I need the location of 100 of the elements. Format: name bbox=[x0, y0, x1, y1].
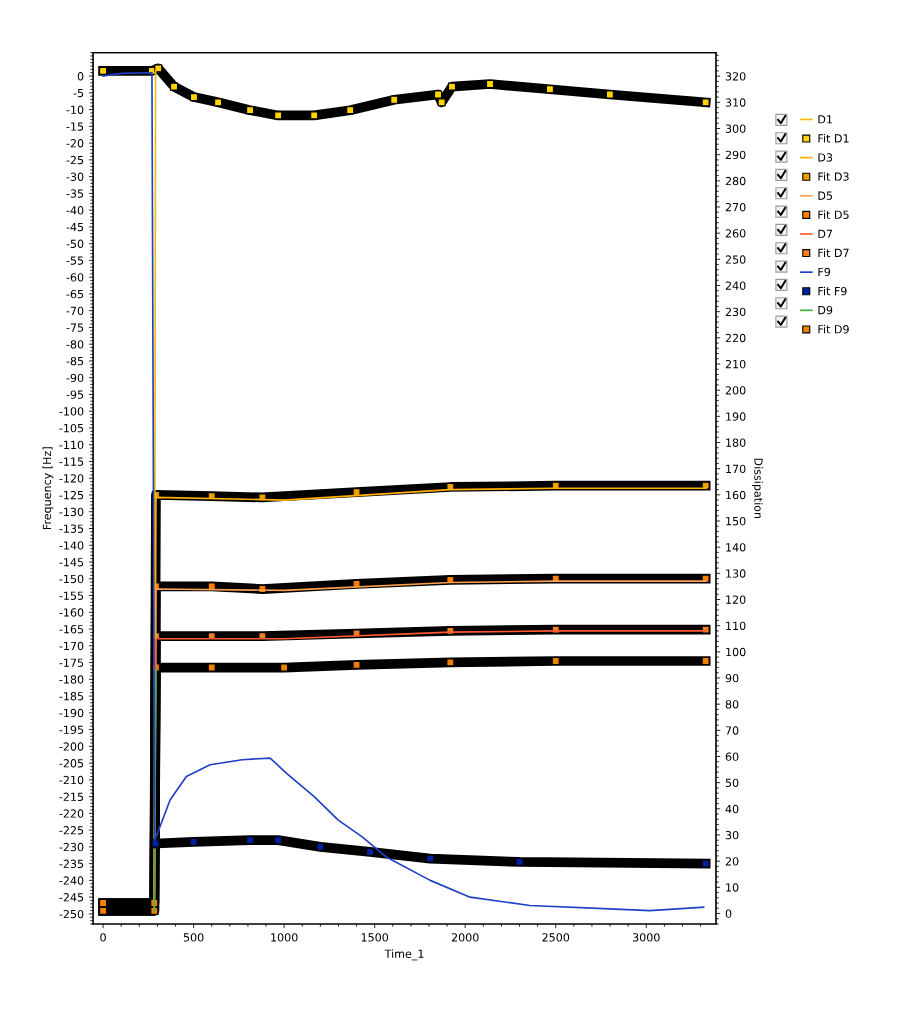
y-tick-label: -210 bbox=[59, 775, 84, 785]
y-tick-label: -160 bbox=[59, 608, 84, 617]
legend-label: D3 bbox=[818, 153, 833, 162]
y-tick-label: -240 bbox=[59, 876, 84, 885]
y-tick-label: -90 bbox=[66, 373, 84, 383]
x-tick-label: 500 bbox=[183, 933, 204, 942]
y-tick-label: -165 bbox=[59, 625, 84, 634]
y2-tick-label: 200 bbox=[725, 386, 746, 395]
y-tick-label: -70 bbox=[66, 306, 84, 316]
y-tick-label: -5 bbox=[73, 88, 84, 98]
y-tick-label: -175 bbox=[59, 658, 84, 667]
x-axis-title: Time_1 bbox=[384, 949, 424, 961]
y-tick-label: -65 bbox=[66, 289, 84, 299]
y-tick-label: -205 bbox=[59, 759, 84, 768]
y-tick-label: -215 bbox=[59, 792, 84, 801]
y2-tick-label: 20 bbox=[725, 857, 739, 866]
y2-tick-label: 130 bbox=[726, 569, 746, 578]
y-tick-label: -100 bbox=[59, 407, 84, 416]
y-tick-label: 0 bbox=[77, 72, 84, 81]
x-tick-label: 2500 bbox=[542, 933, 570, 942]
legend-label: Fit D9 bbox=[818, 324, 849, 334]
y2-tick-label: 290 bbox=[725, 150, 746, 160]
x-tick-label: 2000 bbox=[451, 933, 479, 942]
y-tick-label: -225 bbox=[59, 826, 84, 835]
y-tick-label: -250 bbox=[59, 909, 84, 919]
y2-tick-label: 190 bbox=[726, 412, 746, 421]
y-tick-label: -10 bbox=[66, 105, 84, 114]
y2-tick-label: 150 bbox=[726, 516, 746, 526]
legend-label: Fit F9 bbox=[818, 286, 847, 296]
y-tick-label: -30 bbox=[66, 172, 84, 181]
y2-tick-label: 220 bbox=[725, 333, 746, 343]
y-tick-label: -220 bbox=[59, 809, 84, 818]
y2-tick-label: 120 bbox=[726, 595, 746, 604]
y-tick-label: -95 bbox=[66, 390, 84, 399]
y2-tick-label: 30 bbox=[725, 830, 739, 840]
y-tick-label: -105 bbox=[59, 423, 84, 433]
y-tick-label: -40 bbox=[66, 206, 84, 215]
y-tick-label: -60 bbox=[66, 273, 84, 282]
legend-label: Fit D5 bbox=[818, 210, 849, 219]
y2-tick-label: 240 bbox=[725, 281, 746, 290]
y-tick-label: -135 bbox=[59, 524, 84, 533]
y-tick-label: -80 bbox=[66, 340, 84, 349]
y-tick-label: -85 bbox=[66, 356, 84, 366]
y2-tick-label: 260 bbox=[725, 229, 746, 238]
y-tick-label: -120 bbox=[59, 474, 84, 483]
y-tick-label: -140 bbox=[59, 541, 84, 550]
y2-tick-label: 280 bbox=[725, 176, 746, 186]
y-tick-label: -115 bbox=[59, 457, 84, 466]
legend-label: Fit D1 bbox=[818, 133, 849, 143]
legend-label: Fit D7 bbox=[818, 248, 849, 257]
y2-tick-label: 230 bbox=[725, 307, 746, 317]
y-tick-label: -110 bbox=[59, 440, 84, 450]
y-tick-label: -125 bbox=[59, 490, 84, 500]
y-axis-title: Frequency [Hz] bbox=[42, 447, 54, 530]
legend-label: D1 bbox=[818, 115, 832, 124]
y-tick-label: -150 bbox=[59, 574, 84, 584]
y2-tick-label: 50 bbox=[725, 778, 739, 788]
legend-label: D5 bbox=[818, 191, 833, 200]
y2-tick-label: 10 bbox=[726, 883, 739, 892]
y2-tick-label: 160 bbox=[726, 490, 746, 500]
y-tick-label: -45 bbox=[66, 223, 84, 232]
y-tick-label: -190 bbox=[59, 708, 84, 718]
y2-tick-label: 270 bbox=[725, 202, 746, 212]
y-tick-label: -245 bbox=[59, 893, 84, 902]
legend-label: F9 bbox=[818, 267, 831, 277]
legend-label: Fit D3 bbox=[818, 172, 849, 181]
y2-tick-label: 170 bbox=[726, 464, 746, 474]
legend-label: D7 bbox=[818, 229, 833, 238]
y-tick-label: -75 bbox=[66, 323, 84, 332]
y2-tick-label: 0 bbox=[725, 909, 732, 918]
y2-axis-title: Dissipation bbox=[752, 458, 763, 519]
y2-tick-label: 80 bbox=[725, 700, 739, 709]
y2-tick-label: 250 bbox=[725, 255, 746, 264]
y-tick-label: -155 bbox=[59, 591, 84, 600]
y-tick-label: -15 bbox=[66, 122, 84, 131]
legend-label: D9 bbox=[818, 305, 833, 315]
y-tick-label: -50 bbox=[66, 239, 84, 249]
y-tick-label: -55 bbox=[66, 256, 84, 265]
y-tick-label: -35 bbox=[66, 189, 84, 198]
y2-tick-label: 140 bbox=[726, 543, 746, 552]
y2-tick-label: 100 bbox=[726, 647, 746, 657]
y-tick-label: -235 bbox=[59, 859, 84, 869]
y-tick-label: -20 bbox=[66, 139, 84, 148]
y-tick-label: -145 bbox=[59, 558, 84, 567]
y2-tick-label: 320 bbox=[725, 72, 746, 81]
y2-tick-label: 60 bbox=[725, 752, 739, 761]
y2-tick-label: 70 bbox=[725, 726, 739, 735]
y-tick-label: -170 bbox=[59, 641, 84, 651]
y-tick-label: -230 bbox=[59, 842, 84, 852]
y2-tick-label: 210 bbox=[725, 359, 746, 369]
y-tick-label: -180 bbox=[59, 675, 84, 684]
x-tick-label: 1500 bbox=[361, 933, 389, 942]
y-tick-label: -200 bbox=[59, 742, 84, 751]
y2-tick-label: 110 bbox=[726, 621, 746, 631]
x-tick-label: 0 bbox=[100, 933, 106, 942]
x-tick-label: 1000 bbox=[271, 933, 298, 942]
y-tick-label: -185 bbox=[59, 692, 84, 701]
y-tick-label: -195 bbox=[59, 725, 84, 734]
y-tick-label: -130 bbox=[59, 507, 84, 517]
y2-tick-label: 300 bbox=[725, 124, 746, 133]
